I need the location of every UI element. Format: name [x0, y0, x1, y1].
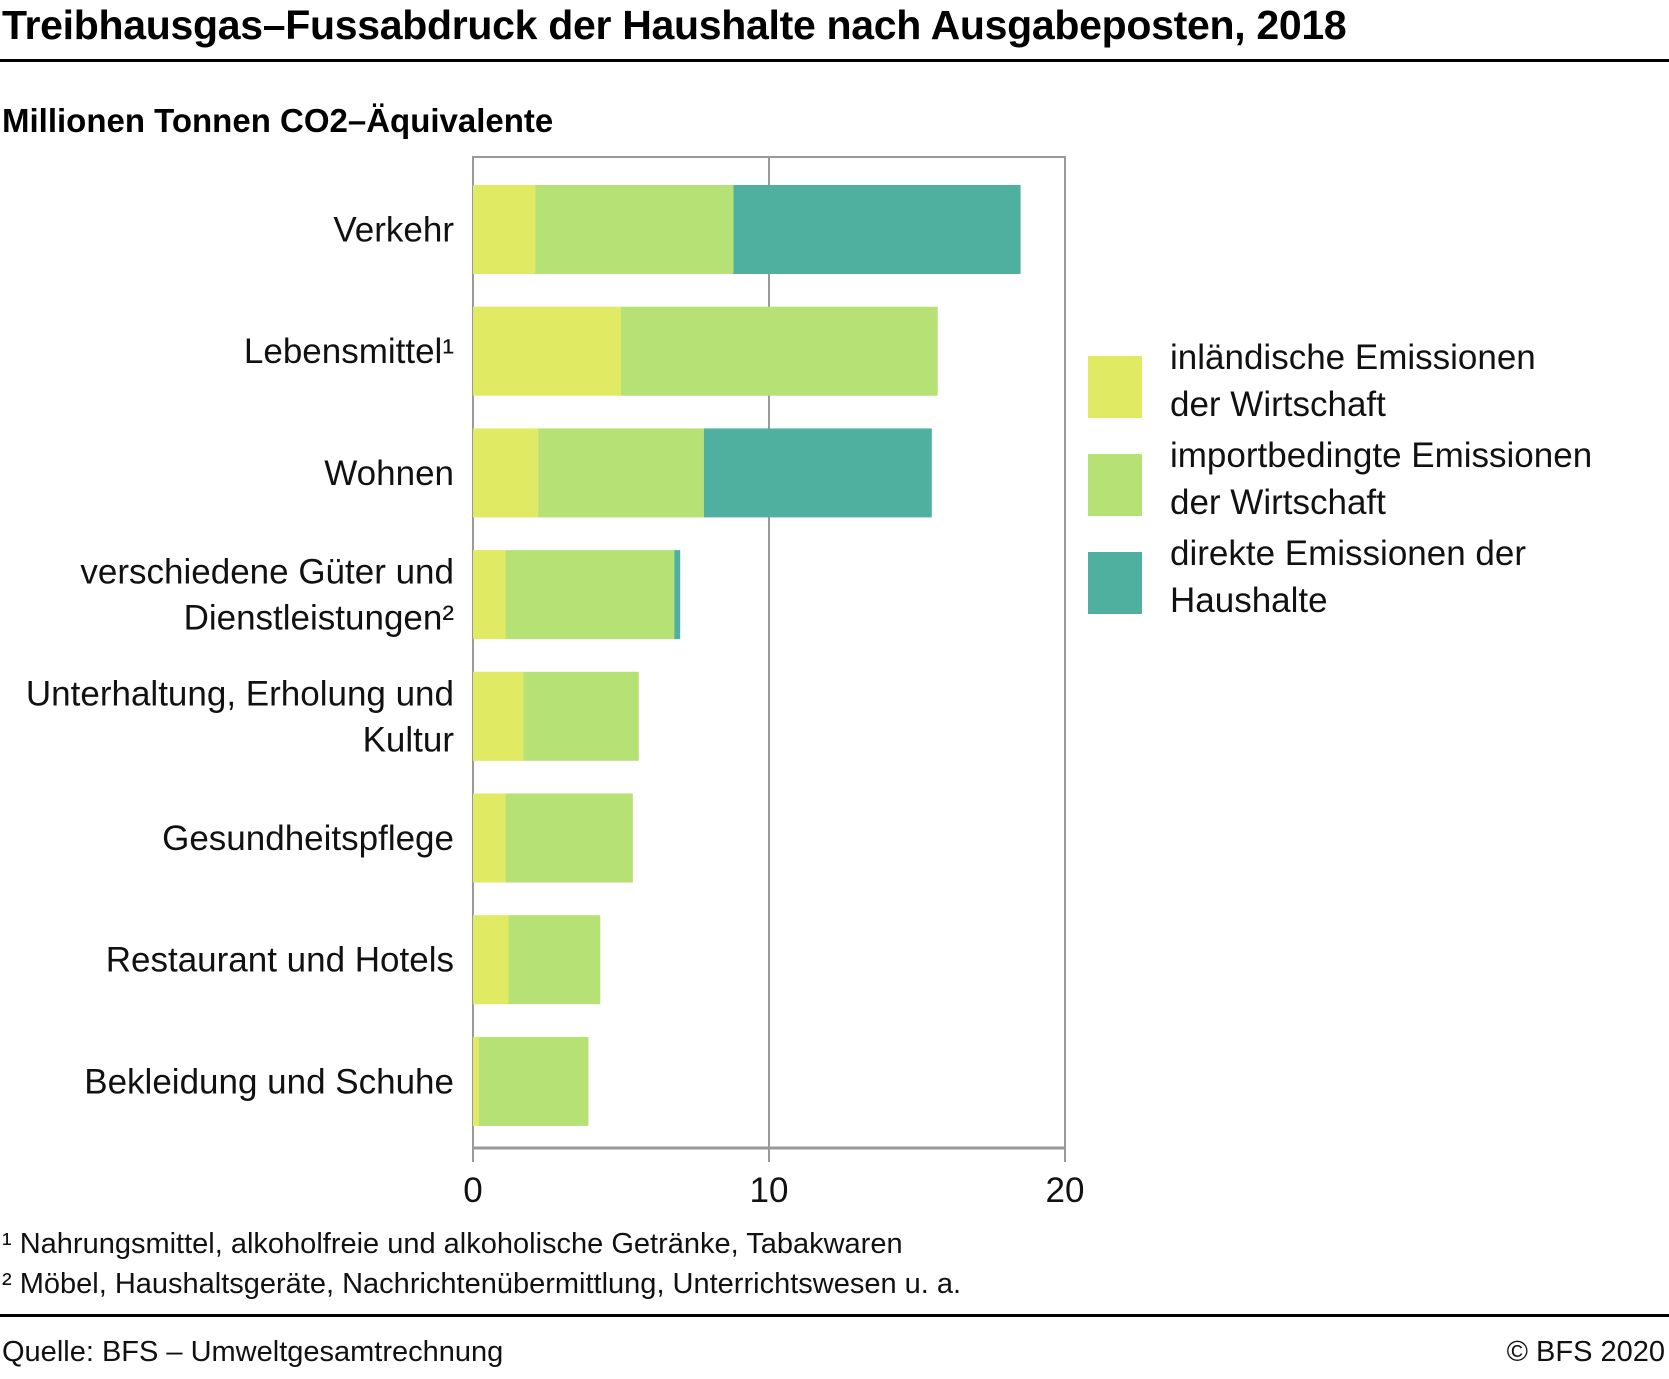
category-label: Verkehr	[333, 211, 454, 250]
legend-swatch-importbedingt	[1088, 454, 1142, 516]
copyright: © BFS 2020	[1506, 1336, 1665, 1368]
bar-segment-inlaendisch	[473, 915, 509, 1005]
category-label: Dienstleistungen²	[184, 599, 454, 638]
x-tick-label: 10	[750, 1171, 789, 1210]
category-label: Restaurant und Hotels	[106, 941, 454, 980]
bar-segment-direkt	[674, 550, 681, 640]
bar-segment-inlaendisch	[473, 306, 621, 396]
legend-label: direkte Emissionen der	[1170, 534, 1526, 573]
source-note: Quelle: BFS – Umweltgesamtrechnung	[2, 1336, 504, 1368]
bar-segment-inlaendisch	[473, 1036, 479, 1126]
legend-label: Haushalte	[1170, 581, 1328, 620]
title-rule	[0, 59, 1669, 62]
legend-label: der Wirtschaft	[1170, 385, 1386, 424]
chart-title: Treibhausgas–Fussabdruck der Haushalte n…	[2, 2, 1347, 48]
bar-segment-direkt	[703, 428, 932, 518]
legend-label: der Wirtschaft	[1170, 483, 1386, 522]
bar-segment-inlaendisch	[473, 428, 539, 518]
category-label: verschiedene Güter und	[80, 553, 454, 592]
bar-chart: Verkehr Lebensmittel¹ Wohnen verschiedene G…	[26, 156, 1084, 1210]
category-label: Lebensmittel¹	[244, 332, 454, 371]
legend-swatch-direkt	[1088, 552, 1142, 614]
bar-segment-inlaendisch	[473, 550, 506, 640]
category-label: Wohnen	[324, 454, 454, 493]
bar-segment-importbedingt	[535, 185, 734, 274]
category-labels: Verkehr Lebensmittel¹ Wohnen verschiedene G…	[26, 211, 454, 1102]
x-tick-label: 0	[463, 1171, 482, 1210]
footnote-2: ² Möbel, Haushaltsgeräte, Nachrichtenübe…	[2, 1268, 962, 1300]
x-tick-label: 20	[1046, 1171, 1085, 1210]
bar-segment-importbedingt	[523, 671, 639, 761]
bar-segment-importbedingt	[505, 793, 633, 883]
bar-segment-inlaendisch	[473, 671, 524, 761]
bar-segment-importbedingt	[508, 915, 601, 1005]
unit-subtitle: Millionen Tonnen CO2–Äquivalente	[2, 102, 554, 139]
legend-swatch-inlaendisch	[1088, 356, 1142, 418]
bar-segment-importbedingt	[478, 1036, 589, 1126]
category-label: Bekleidung und Schuhe	[84, 1062, 454, 1101]
bar-segment-inlaendisch	[473, 185, 536, 274]
bar-segment-importbedingt	[621, 306, 938, 396]
legend-label: importbedingte Emissionen	[1170, 436, 1593, 475]
category-label: Kultur	[363, 720, 455, 759]
legend-label: inländische Emissionen	[1170, 338, 1536, 377]
bar-segment-importbedingt	[505, 550, 675, 640]
bar-segment-direkt	[733, 185, 1021, 274]
footer-rule	[0, 1314, 1669, 1317]
footnote-1: ¹ Nahrungsmittel, alkoholfreie und alkoh…	[2, 1228, 903, 1260]
x-axis-ticks: 0 10 20	[463, 1171, 1084, 1210]
bar-segment-inlaendisch	[473, 793, 506, 883]
category-label: Unterhaltung, Erholung und	[26, 674, 454, 713]
bar-layer	[473, 185, 1021, 1126]
bar-segment-importbedingt	[538, 428, 704, 518]
category-label: Gesundheitspflege	[162, 819, 454, 858]
